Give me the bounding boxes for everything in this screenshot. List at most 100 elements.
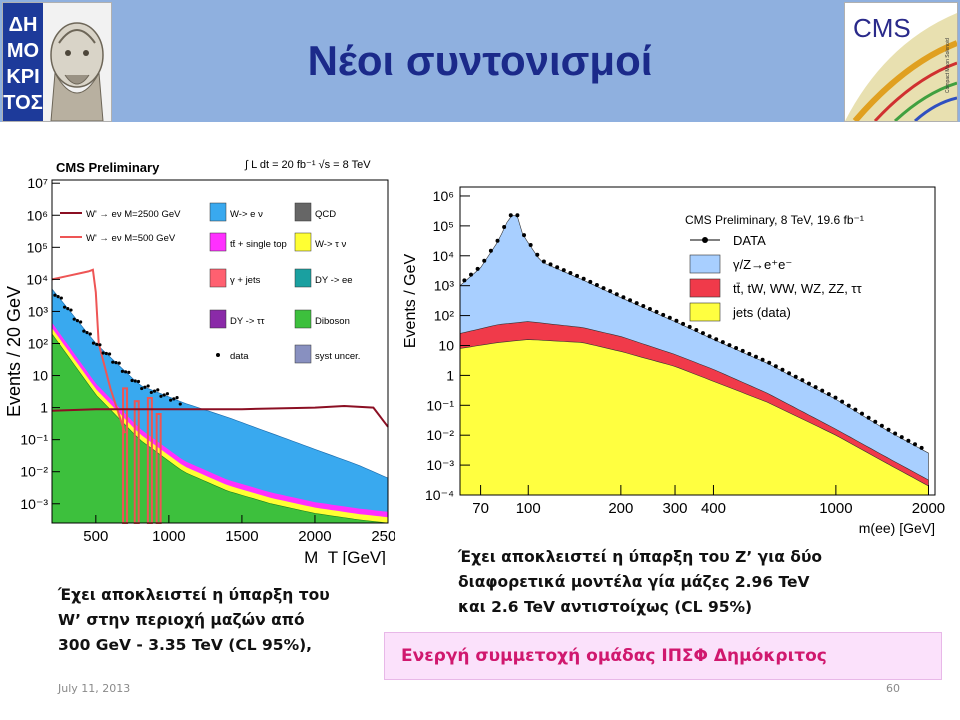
right-x-tick-label: 100 — [516, 500, 541, 517]
left-data-point — [75, 318, 80, 323]
right-data-point — [753, 354, 758, 359]
left-legend-swatch-4 — [209, 232, 227, 252]
left-y-tick-label: 10⁵ — [27, 239, 48, 255]
right-data-point — [634, 301, 639, 306]
right-data-point — [773, 364, 778, 369]
demokritos-logo-image: ΔΗ ΜΟ ΚΡΙ ΤΟΣ — [3, 3, 104, 122]
right-data-point — [840, 399, 845, 404]
left-series-wprime-500-line — [51, 268, 126, 434]
left-data-point — [140, 386, 144, 391]
page-number: 60 — [886, 682, 900, 695]
cms-logo-subtext: Compact Muon Solenoid — [945, 38, 951, 93]
right-data-point — [621, 295, 626, 300]
left-data-point — [114, 361, 118, 365]
right-data-point — [502, 224, 507, 229]
left-chart: 10⁻³ 10⁻² 10⁻¹ 1 10 10² 10³ 10⁴ 10⁵ 10⁶ 10⁷ 500 1000… — [4, 159, 405, 567]
left-y-tick-label: 1 — [40, 400, 48, 416]
right-y-tick-label: 10⁵ — [433, 218, 454, 234]
right-y-tick-label: 10 — [438, 337, 454, 353]
left-data-point — [130, 378, 134, 383]
right-data-point — [727, 343, 732, 348]
left-legend-label-7: DY -> ee — [315, 275, 353, 286]
right-data-point — [780, 367, 785, 372]
left-data-point — [79, 320, 83, 324]
left-data-point — [169, 398, 173, 402]
left-y-tick-label: 10⁶ — [27, 207, 48, 223]
left-caption-line-1: Έχει αποκλειστεί η ύπαρξη του — [58, 586, 330, 604]
logo-letters-4: ΤΟΣ — [3, 92, 42, 114]
left-x-tick-label: 2000 — [298, 528, 331, 545]
right-x-tick-label: 1000 — [819, 500, 852, 517]
right-data-point — [893, 431, 898, 436]
left-caption-line-3: 300 GeV - 3.35 TeV (CL 95%), — [58, 636, 313, 654]
left-data-point — [175, 396, 179, 400]
left-legend-label-11: syst uncer. — [315, 351, 360, 362]
right-x-tick-label: 200 — [608, 500, 633, 517]
right-data-point — [661, 312, 666, 317]
right-legend-label-3: jets (data) — [732, 305, 791, 320]
left-data-point — [162, 393, 166, 397]
left-data-point — [111, 360, 115, 364]
left-y-tick-label: 10⁷ — [27, 175, 48, 191]
right-data-point — [628, 298, 633, 303]
right-data-point — [522, 233, 527, 238]
right-data-point — [687, 324, 692, 329]
right-data-point — [488, 248, 493, 253]
left-legend-swatch-9 — [294, 309, 312, 329]
right-data-point — [535, 252, 540, 257]
left-data-point — [85, 330, 89, 335]
right-data-point — [541, 259, 546, 264]
cms-logo-image: CMS Compact Muon Solenoid — [845, 3, 957, 121]
left-data-point — [178, 402, 182, 406]
right-data-point — [919, 445, 924, 450]
left-legend-swatch-11 — [294, 344, 312, 364]
cms-logo-text: CMS — [853, 13, 911, 43]
right-data-point — [575, 273, 580, 278]
left-y-tick-label: 10⁻¹ — [20, 432, 48, 448]
right-caption: Έχει αποκλειστεί η ύπαρξη του Z’ για δύο… — [458, 545, 822, 620]
right-legend-swatch-1 — [689, 254, 721, 274]
right-data-point — [555, 265, 560, 270]
left-x-tick-label: 1500 — [225, 528, 258, 545]
right-data-point — [647, 306, 652, 311]
left-y-tick-label: 10³ — [28, 303, 49, 319]
right-data-point — [879, 423, 884, 428]
left-series-wprime-2500-line — [51, 404, 389, 428]
left-legend-label-2: W-> e ν — [230, 209, 263, 220]
right-x-axis-label: m(ee) [GeV] — [859, 520, 935, 536]
logo-letters-1: ΔΗ — [9, 14, 38, 36]
left-legend-label-5: W-> τ ν — [315, 239, 347, 250]
left-legend-swatch-3 — [294, 202, 312, 222]
right-data-point — [508, 213, 513, 218]
left-x-tick-label: 500 — [83, 528, 108, 545]
right-legend-label-1: γ/Z→e⁺e⁻ — [733, 257, 792, 272]
right-data-point — [568, 271, 573, 276]
right-data-point — [614, 292, 619, 297]
left-y-tick-label: 10⁻² — [20, 464, 48, 480]
right-data-point — [674, 318, 679, 323]
right-data-point — [588, 279, 593, 284]
right-data-point — [548, 262, 553, 267]
left-data-point — [117, 361, 121, 365]
right-caption-line-2: διαφορετικά μοντέλα γία μάζες 2.96 TeV — [458, 573, 810, 591]
left-data-point — [69, 308, 73, 312]
right-y-tick-label: 1 — [446, 367, 454, 383]
left-legend-swatch-2 — [209, 202, 227, 222]
right-y-tick-label: 10³ — [434, 278, 455, 294]
right-data-point — [462, 278, 467, 283]
left-data-point — [143, 385, 147, 389]
left-x-tick-label: 1000 — [152, 528, 185, 545]
right-caption-line-1: Έχει αποκλειστεί η ύπαρξη του Z’ για δύο — [458, 548, 823, 566]
right-data-point — [899, 435, 904, 440]
left-chart-title: CMS Preliminary — [56, 160, 160, 175]
right-data-point — [700, 331, 705, 336]
left-legend-label-1: W' → eν M=500 GeV — [86, 233, 176, 244]
left-data-point — [98, 343, 102, 347]
left-legend-swatch-5 — [294, 232, 312, 252]
left-chart-panel: 10⁻³ 10⁻² 10⁻¹ 1 10 10² 10³ 10⁴ 10⁵ 10⁶ 10⁷ 500 1000… — [0, 140, 405, 569]
right-data-point — [720, 340, 725, 345]
left-legend-label-3: QCD — [315, 209, 336, 220]
right-data-point — [707, 334, 712, 339]
logo-letters-3: ΚΡΙ — [6, 66, 39, 88]
right-legend-swatch-2 — [689, 278, 721, 298]
